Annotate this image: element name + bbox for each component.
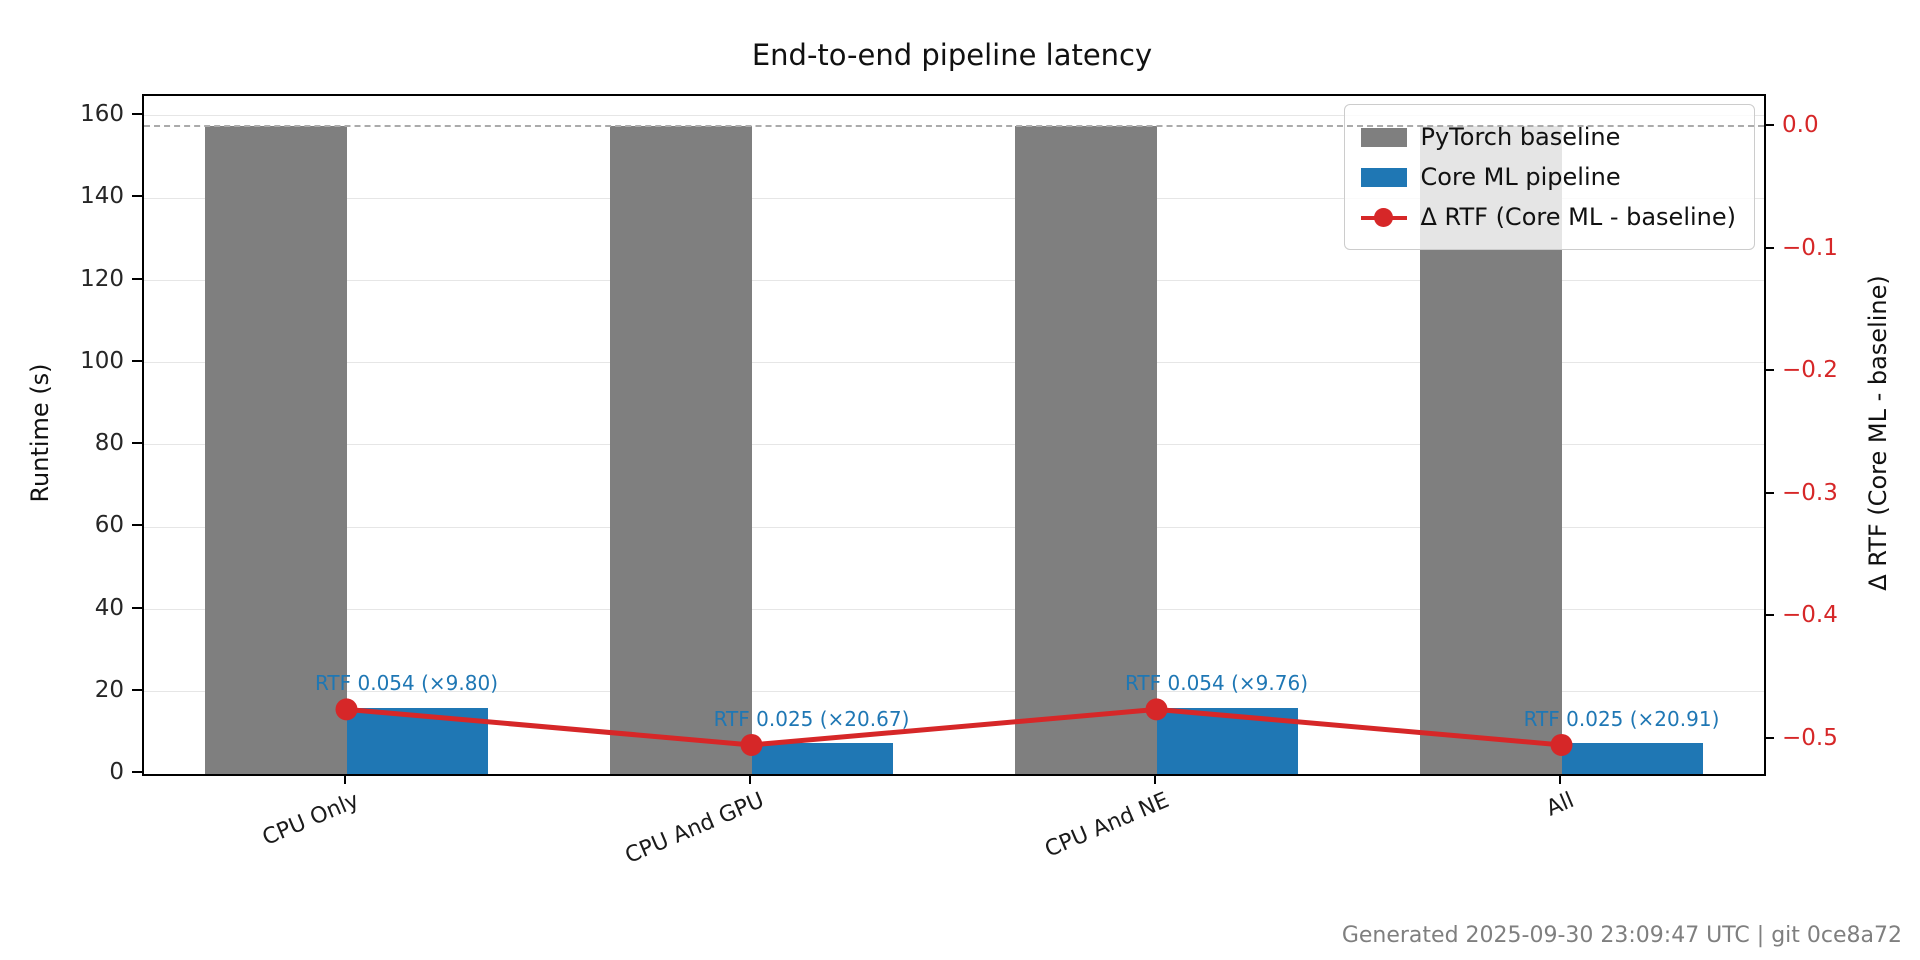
left-tick-mark — [132, 688, 142, 691]
left-tick-label: 140 — [80, 183, 124, 210]
delta-rtf-marker — [1145, 698, 1168, 721]
rtf-annotation: RTF 0.025 (×20.91) — [1523, 706, 1720, 731]
chart-title: End-to-end pipeline latency — [751, 38, 1153, 72]
coreml-swatch-icon — [1360, 167, 1407, 187]
footer-text: Generated 2025-09-30 23:09:47 UTC | git … — [1341, 923, 1902, 948]
right-tick-label: −0.3 — [1782, 479, 1838, 506]
x-category-label: CPU And GPU — [621, 788, 768, 869]
line-marker-icon — [1360, 207, 1407, 227]
bottom-tick-mark — [1153, 774, 1156, 784]
right-axis-title: Δ RTF (Core ML - baseline) — [1864, 275, 1892, 591]
bottom-tick-mark — [343, 774, 346, 784]
gridline — [144, 690, 1764, 692]
bottom-tick-mark — [1558, 774, 1561, 784]
coreml-bar — [1561, 742, 1704, 774]
legend-item-delta-rtf: Δ RTF (Core ML - baseline) — [1360, 197, 1737, 237]
right-tick-mark — [1764, 614, 1774, 617]
rtf-annotation: RTF 0.025 (×20.67) — [713, 706, 910, 731]
x-category-label: CPU And NE — [1040, 788, 1173, 863]
bottom-tick-mark — [748, 774, 751, 784]
right-tick-mark — [1764, 491, 1774, 494]
rtf-annotation: RTF 0.054 (×9.80) — [314, 671, 499, 696]
left-tick-label: 80 — [94, 430, 124, 457]
left-tick-mark — [132, 606, 142, 609]
baseline-reference-line — [144, 124, 1764, 127]
coreml-bar — [751, 742, 894, 774]
left-tick-label: 160 — [80, 101, 124, 128]
plot-area: PyTorch baseline Core ML pipeline Δ RTF … — [142, 94, 1766, 776]
delta-rtf-marker — [335, 698, 358, 721]
baseline-bar — [1014, 126, 1157, 774]
right-tick-label: −0.2 — [1782, 357, 1838, 384]
gridline — [144, 279, 1764, 281]
gridline — [144, 197, 1764, 199]
left-tick-label: 100 — [80, 347, 124, 374]
right-tick-mark — [1764, 369, 1774, 372]
left-tick-label: 20 — [94, 676, 124, 703]
x-category-label: CPU Only — [258, 788, 363, 851]
gridline — [144, 444, 1764, 446]
right-tick-mark — [1764, 737, 1774, 740]
left-tick-mark — [132, 277, 142, 280]
gridline — [144, 115, 1764, 117]
left-tick-label: 120 — [80, 265, 124, 292]
right-tick-label: −0.4 — [1782, 602, 1838, 629]
left-tick-mark — [132, 771, 142, 773]
right-tick-mark — [1764, 246, 1774, 249]
left-tick-mark — [132, 195, 142, 198]
legend: PyTorch baseline Core ML pipeline Δ RTF … — [1343, 104, 1755, 250]
legend-item-coreml: Core ML pipeline — [1360, 157, 1737, 197]
left-tick-mark — [132, 524, 142, 527]
left-tick-mark — [132, 442, 142, 445]
baseline-swatch-icon — [1360, 127, 1407, 147]
left-tick-mark — [132, 113, 142, 116]
right-tick-label: −0.1 — [1782, 234, 1838, 261]
left-tick-label: 60 — [94, 512, 124, 539]
delta-rtf-line — [335, 698, 1573, 756]
left-tick-label: 40 — [94, 594, 124, 621]
delta-rtf-marker — [740, 733, 763, 756]
baseline-bar — [609, 126, 752, 774]
rtf-annotation: RTF 0.054 (×9.76) — [1124, 671, 1309, 696]
delta-rtf-marker — [1550, 733, 1573, 756]
x-category-label: All — [1542, 788, 1578, 822]
right-tick-mark — [1764, 124, 1774, 127]
gridline — [144, 362, 1764, 364]
right-tick-label: 0.0 — [1782, 112, 1819, 139]
gridline — [144, 608, 1764, 610]
baseline-bar — [204, 126, 347, 774]
legend-label: PyTorch baseline — [1420, 123, 1621, 151]
right-tick-label: −0.5 — [1782, 725, 1838, 752]
legend-label: Δ RTF (Core ML - baseline) — [1420, 203, 1737, 231]
gridline — [144, 526, 1764, 528]
legend-item-baseline: PyTorch baseline — [1360, 117, 1737, 157]
left-tick-mark — [132, 359, 142, 362]
legend-label: Core ML pipeline — [1420, 163, 1621, 191]
left-tick-label: 0 — [109, 759, 124, 785]
left-axis-title: Runtime (s) — [26, 363, 54, 503]
